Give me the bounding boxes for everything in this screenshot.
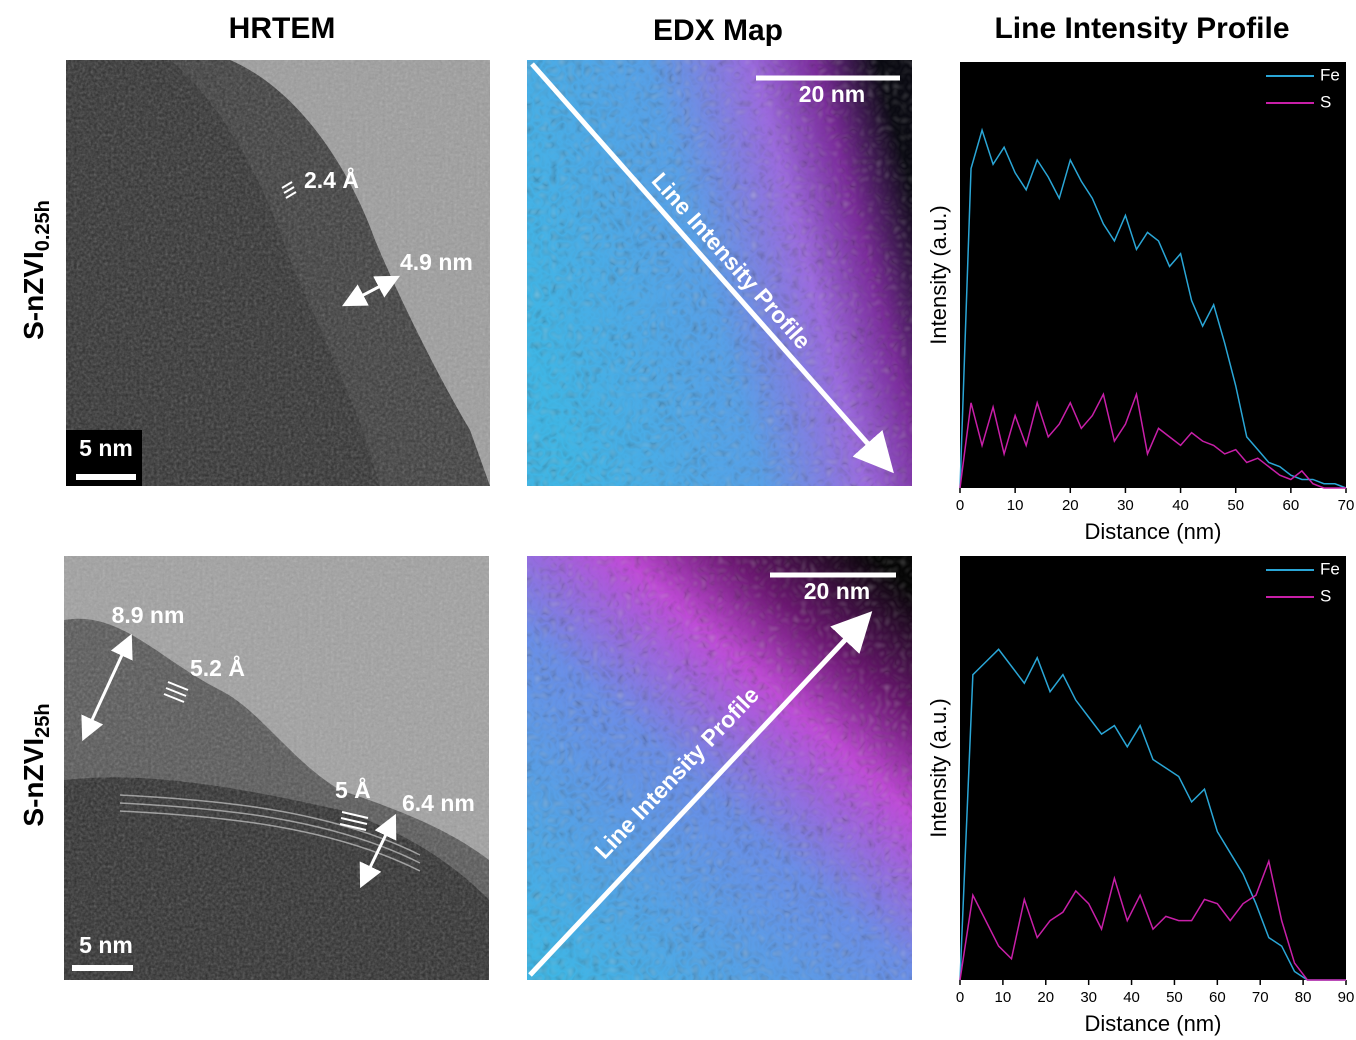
figure: HRTEM EDX Map Line Intensity Profile S-n… xyxy=(0,0,1356,1040)
x-tick-label: 50 xyxy=(1166,989,1183,1006)
column-title: Line Intensity Profile xyxy=(994,12,1289,45)
x-tick-label: 60 xyxy=(1283,497,1300,514)
annotation: 6.4 nm xyxy=(402,790,475,816)
y-axis-label: Intensity (a.u.) xyxy=(926,698,951,837)
x-tick-label: 70 xyxy=(1338,497,1355,514)
annotation: 4.9 nm xyxy=(400,249,473,275)
x-tick-label: 40 xyxy=(1123,989,1140,1006)
legend-label: S xyxy=(1320,92,1331,111)
row-label-text: S-nZVI xyxy=(18,738,49,827)
x-tick-label: 90 xyxy=(1338,989,1355,1006)
x-tick-label: 20 xyxy=(1062,497,1079,514)
x-tick-label: 30 xyxy=(1080,989,1097,1006)
x-tick-label: 60 xyxy=(1209,989,1226,1006)
row-label-text: S-nZVI xyxy=(18,251,49,340)
row-label: S-nZVI25h xyxy=(18,703,54,826)
annotation: 5 Å xyxy=(335,776,371,803)
x-tick-label: 70 xyxy=(1252,989,1269,1006)
annotation: 8.9 nm xyxy=(112,602,185,628)
plot-area xyxy=(960,556,1346,980)
legend-label: S xyxy=(1320,586,1331,605)
scale-bar-label: 5 nm xyxy=(79,932,133,958)
x-axis-label: Distance (nm) xyxy=(1085,519,1222,544)
x-tick-label: 80 xyxy=(1295,989,1312,1006)
row-label-subscript: 0.25h xyxy=(32,200,54,251)
x-tick-label: 50 xyxy=(1227,497,1244,514)
x-tick-label: 0 xyxy=(956,497,964,514)
x-tick-label: 40 xyxy=(1172,497,1189,514)
row-label: S-nZVI0.25h xyxy=(18,200,54,340)
hrtem-image: 8.9 nm 5.2 Å 5 Å 6.4 nm 5 nm xyxy=(64,556,489,980)
hrtem-image: 2.4 Å 4.9 nm 5 nm xyxy=(66,60,490,486)
x-tick-label: 20 xyxy=(1037,989,1054,1006)
column-title: EDX Map xyxy=(653,14,783,47)
scale-bar-label: 20 nm xyxy=(799,81,865,107)
scale-bar-label: 5 nm xyxy=(79,435,133,461)
x-tick-label: 10 xyxy=(1007,497,1024,514)
x-tick-label: 30 xyxy=(1117,497,1134,514)
annotation: 2.4 Å xyxy=(304,166,359,193)
edx-map: 20 nm Line Intensity Profile xyxy=(527,556,912,980)
legend-label: Fe xyxy=(1320,65,1340,84)
column-title: HRTEM xyxy=(229,12,336,45)
x-axis-label: Distance (nm) xyxy=(1085,1011,1222,1036)
legend-label: Fe xyxy=(1320,559,1340,578)
row-label-subscript: 25h xyxy=(32,703,54,737)
scale-bar-label: 20 nm xyxy=(804,578,870,604)
annotation: 5.2 Å xyxy=(190,654,245,681)
edx-map: 20 nm Line Intensity Profile xyxy=(527,60,912,486)
y-axis-label: Intensity (a.u.) xyxy=(926,205,951,344)
x-tick-label: 10 xyxy=(995,989,1012,1006)
x-tick-label: 0 xyxy=(956,989,964,1006)
